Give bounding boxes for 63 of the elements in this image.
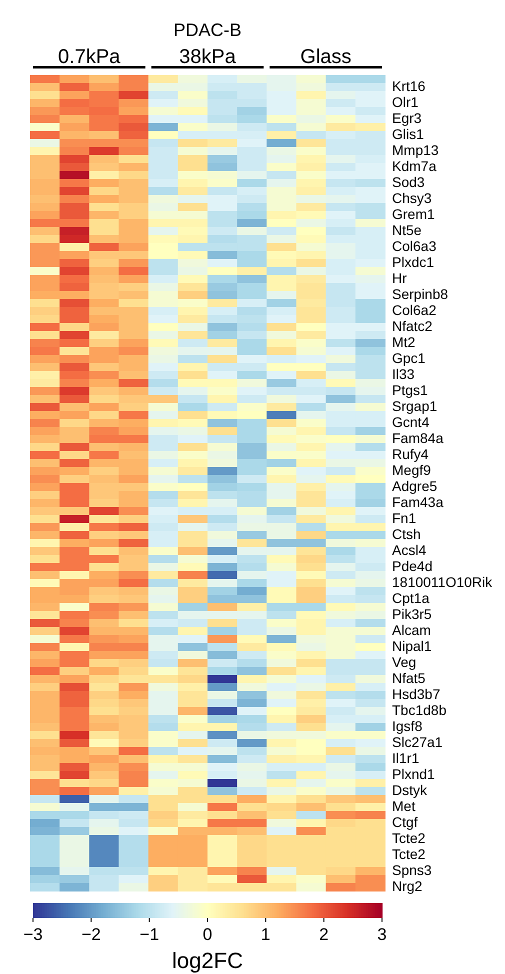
y-tick-label: Col6a3 <box>392 238 437 254</box>
y-tick-label: Pik3r5 <box>392 606 432 622</box>
y-tick-label: Plxdc1 <box>392 254 434 270</box>
y-tick-label: Gpc1 <box>392 350 426 366</box>
text: 38kPa <box>179 46 237 68</box>
y-tick-label: Dstyk <box>392 782 428 798</box>
y-tick-label: Olr1 <box>392 94 419 110</box>
y-tick-label: Nrg2 <box>392 878 423 894</box>
color-bar-title: log2FC <box>172 948 244 973</box>
y-tick-label: Slc27a1 <box>392 734 443 750</box>
y-tick-label: Mt2 <box>392 334 416 350</box>
y-tick-label: Nt5e <box>392 222 422 238</box>
y-tick-label: Nfatc2 <box>392 318 433 334</box>
color-bar-label: −1 <box>140 925 160 944</box>
y-tick-label: Egr3 <box>392 110 422 126</box>
y-tick-label: Veg <box>392 654 416 670</box>
y-tick-label: Il1r1 <box>392 750 420 766</box>
y-tick-label: Ctgf <box>392 814 418 830</box>
y-tick-label: Col6a2 <box>392 302 437 318</box>
y-tick-label: Krt16 <box>392 78 426 94</box>
y-tick-label: Serpinb8 <box>392 286 448 302</box>
y-tick-label: Alcam <box>392 622 431 638</box>
color-bar-label: 2 <box>319 925 329 944</box>
y-tick-label: Spns3 <box>392 862 432 878</box>
y-tick-label: Tcte2 <box>392 846 426 862</box>
y-tick-label: Hsd3b7 <box>392 686 440 702</box>
y-tick-label: Gcnt4 <box>392 414 430 430</box>
y-tick-label: Rufy4 <box>392 446 429 462</box>
y-tick-label: Chsy3 <box>392 190 432 206</box>
y-tick-label: 1810011O10Rik <box>392 574 494 590</box>
y-tick-label: Kdm7a <box>392 158 437 174</box>
y-tick-label: Srgap1 <box>392 398 438 414</box>
color-bar-label: 3 <box>377 925 387 944</box>
y-tick-label: Hr <box>392 270 408 286</box>
y-tick-label: Cpt1a <box>392 590 430 606</box>
chart-title: PDAC-B <box>173 20 242 40</box>
y-tick-label: Nipal1 <box>392 638 432 654</box>
y-tick-label: Met <box>392 798 416 814</box>
y-tick-label: Grem1 <box>392 206 435 222</box>
y-tick-label: Il33 <box>392 366 415 382</box>
y-tick-label: Ptgs1 <box>392 382 428 398</box>
y-tick-label: Fam84a <box>392 430 444 446</box>
color-bar-label: 0 <box>202 925 212 944</box>
y-tick-label: Adgre5 <box>392 478 438 494</box>
y-tick-label: Tcte2 <box>392 830 426 846</box>
y-tick-label: Sod3 <box>392 174 425 190</box>
y-tick-label: Glis1 <box>392 126 424 142</box>
y-tick-label: Fn1 <box>392 510 416 526</box>
color-bar-label: −3 <box>23 925 43 944</box>
y-tick-label: Ctsh <box>392 526 421 542</box>
color-bar-label: 1 <box>260 925 270 944</box>
y-tick-label: Tbc1d8b <box>392 702 447 718</box>
y-tick-label: Megf9 <box>392 462 432 478</box>
color-bar-label: −2 <box>81 925 101 944</box>
y-tick-label: Acsl4 <box>392 542 426 558</box>
y-tick-label: Mmp13 <box>392 142 439 158</box>
y-tick-label: Plxnd1 <box>392 766 436 782</box>
y-tick-label: Fam43a <box>392 494 444 510</box>
y-tick-label: Nfat5 <box>392 670 426 686</box>
y-tick-label: Igsf8 <box>392 718 423 734</box>
y-tick-label: Pde4d <box>392 558 432 574</box>
text: Glass <box>300 46 352 68</box>
text: 0.7kPa <box>58 46 122 68</box>
